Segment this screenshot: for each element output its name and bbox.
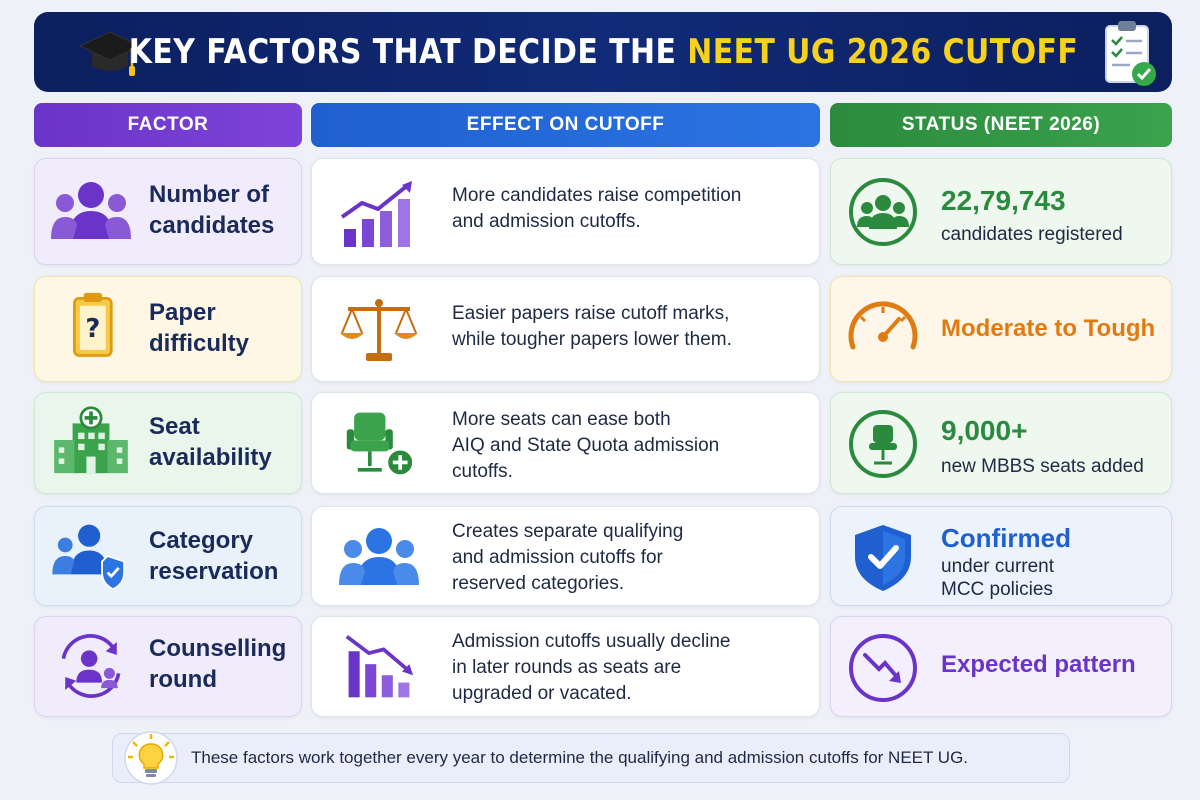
factor-label: Category reservation (149, 527, 279, 585)
factor-card-seats: Seat availability (34, 392, 302, 494)
footer-note: These factors work together every year t… (112, 731, 1070, 785)
effect-text: More seats can ease both AIQ and State Qu… (452, 409, 720, 482)
effect-text: Easier papers raise cutoff marks, while t… (452, 303, 732, 350)
page-title: KEY FACTORS THAT DECIDE THE NEET UG 2026… (128, 32, 1078, 72)
people-circle-icon (849, 178, 917, 246)
factor-label: Paper difficulty (149, 299, 249, 357)
status-caption: candidates registered (941, 224, 1123, 245)
column-header-effect: EFFECT ON CUTOFF (311, 103, 820, 147)
factor-label: Counselling round (149, 635, 287, 693)
factor-label: Number of candidates (149, 181, 275, 239)
shield-check-icon (855, 525, 911, 591)
status-value: 22,79,743 (941, 185, 1066, 216)
factor-card-counselling: Counselling round (34, 616, 302, 717)
status-value: 9,000+ (941, 415, 1028, 446)
question-clipboard-icon: ? (73, 292, 113, 357)
status-card-candidates: 22,79,743 candidates registered (830, 158, 1172, 265)
rising-bar-chart-icon (340, 181, 412, 247)
footer-text: These factors work together every year t… (191, 748, 969, 767)
people-shield-icon (52, 524, 126, 591)
factor-label: Seat availability (149, 413, 272, 471)
status-card-category: Confirmed under current MCC policies (830, 506, 1172, 606)
status-caption: under current MCC policies (941, 556, 1055, 600)
down-arrow-circle-icon (849, 634, 917, 702)
gauge-icon (848, 301, 918, 350)
svg-text:?: ? (85, 314, 100, 344)
effect-card-candidates: More candidates raise competition and adm… (311, 158, 820, 265)
people-group-icon (51, 182, 131, 239)
graduation-cap-icon (78, 31, 142, 76)
factor-card-category: Category reservation (34, 506, 302, 606)
effect-card-counselling: Admission cutoffs usually decline in late… (311, 616, 820, 717)
status-card-counselling: Expected pattern (830, 616, 1172, 717)
effect-card-category: Creates separate qualifying and admission… (311, 506, 820, 606)
factor-card-difficulty: ? Paper difficulty (34, 276, 302, 382)
chair-plus-icon (346, 412, 415, 477)
status-value: Moderate to Tough (941, 315, 1156, 342)
people-group-blue-icon (339, 528, 419, 585)
effect-text: Admission cutoffs usually decline in late… (452, 631, 731, 704)
status-value: Confirmed (941, 523, 1071, 553)
effect-text: Creates separate qualifying and admission… (452, 521, 684, 594)
effect-text: More candidates raise competition and adm… (452, 185, 742, 232)
chair-circle-icon (849, 410, 917, 478)
status-card-difficulty: Moderate to Tough (830, 276, 1172, 382)
hospital-icon (54, 406, 128, 474)
column-header-status: STATUS (NEET 2026) (830, 103, 1172, 147)
person-cycle-icon (61, 634, 121, 698)
factor-card-candidates: Number of candidates (34, 158, 302, 265)
effect-card-difficulty: Easier papers raise cutoff marks, while t… (311, 276, 820, 382)
status-caption: new MBBS seats added (941, 456, 1144, 477)
title-banner: KEY FACTORS THAT DECIDE THE NEET UG 2026… (34, 12, 1172, 92)
effect-card-seats: More seats can ease both AIQ and State Qu… (311, 392, 820, 494)
status-card-seats: 9,000+ new MBBS seats added (830, 392, 1172, 494)
column-header-factor: FACTOR (34, 103, 302, 147)
declining-bar-chart-icon (345, 635, 414, 698)
balance-scale-icon (340, 299, 418, 361)
status-value: Expected pattern (941, 651, 1136, 678)
lightbulb-icon (124, 731, 178, 785)
checklist-clipboard-icon (1105, 21, 1156, 86)
